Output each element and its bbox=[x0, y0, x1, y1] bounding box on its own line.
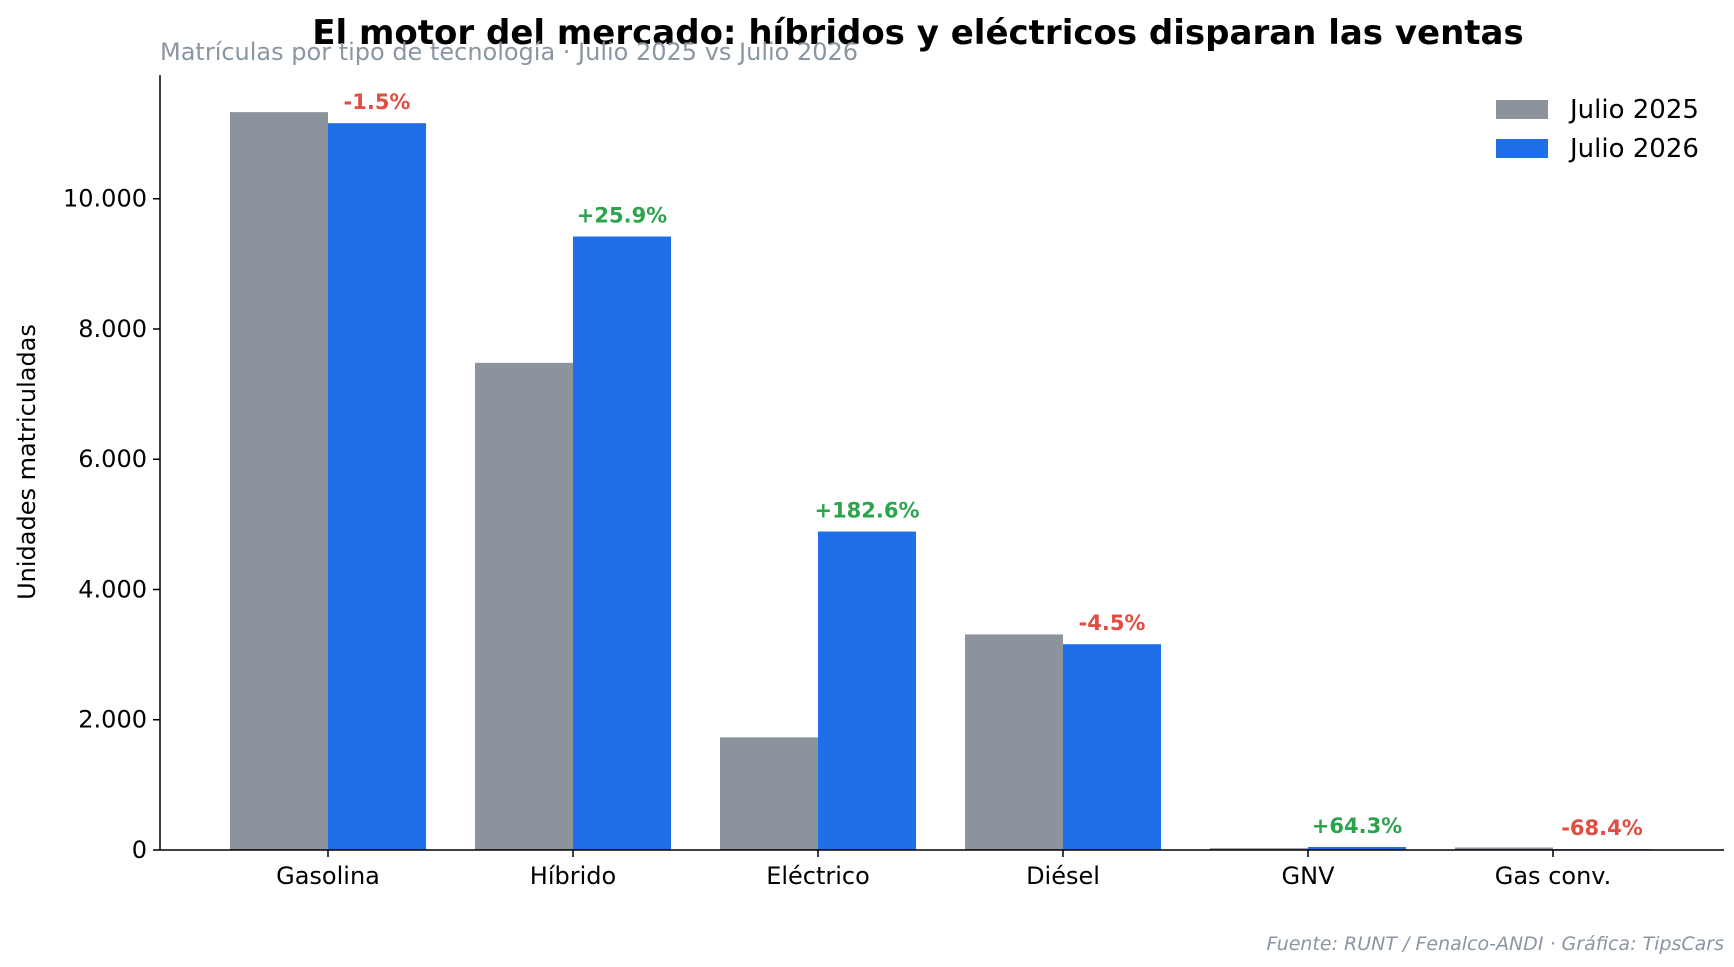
bar-julio-2025 bbox=[230, 112, 328, 851]
chart-title: El motor del mercado: híbridos y eléctri… bbox=[312, 13, 1523, 53]
x-axis: Gasolina Híbrido Eléctrico Diésel GNV Gas con… bbox=[160, 849, 1724, 890]
source-note: Fuente: RUNT / Fenalco-ANDI · Gráfica: T… bbox=[1267, 933, 1725, 955]
change-label: +64.3% bbox=[1312, 814, 1402, 838]
y-axis-label: Unidades matriculadas bbox=[13, 324, 41, 600]
legend: Julio 2025 Julio 2026 bbox=[1496, 95, 1699, 164]
bar-julio-2025 bbox=[1455, 847, 1553, 850]
bar-julio-2025 bbox=[475, 362, 573, 850]
y-tick-label: 0 bbox=[132, 836, 147, 864]
bar-julio-2026 bbox=[1308, 847, 1406, 850]
legend-swatch bbox=[1496, 139, 1548, 158]
x-tick-label: Eléctrico bbox=[766, 862, 870, 890]
bar-julio-2025 bbox=[720, 737, 818, 850]
x-tick-label: Diésel bbox=[1026, 862, 1100, 890]
change-labels-group: -1.5% +25.9% +182.6% -4.5% +64.3% -68.4% bbox=[344, 90, 1643, 840]
y-axis: 0 2.000 4.000 6.000 8.000 10.000 bbox=[63, 75, 161, 864]
y-tick-label: 6.000 bbox=[78, 445, 147, 473]
change-label: -1.5% bbox=[344, 90, 411, 114]
change-label: -68.4% bbox=[1561, 816, 1643, 840]
x-tick-label: Gas conv. bbox=[1495, 862, 1612, 890]
legend-label: Julio 2026 bbox=[1568, 134, 1699, 164]
legend-label: Julio 2025 bbox=[1568, 95, 1699, 125]
change-label: +182.6% bbox=[814, 499, 919, 523]
bar-julio-2026 bbox=[818, 531, 916, 850]
y-tick-label: 4.000 bbox=[78, 575, 147, 603]
x-tick-label: GNV bbox=[1282, 862, 1336, 890]
x-tick-label: Gasolina bbox=[276, 862, 380, 890]
bar-julio-2026 bbox=[573, 236, 671, 851]
y-tick-label: 2.000 bbox=[78, 706, 147, 734]
x-tick-label: Híbrido bbox=[530, 862, 616, 890]
bar-julio-2026 bbox=[1063, 644, 1161, 850]
bar-julio-2026 bbox=[328, 123, 426, 850]
change-label: -4.5% bbox=[1079, 611, 1146, 635]
bar-julio-2025 bbox=[965, 634, 1063, 850]
bar-julio-2025 bbox=[1210, 848, 1308, 850]
bars-group bbox=[230, 112, 1651, 851]
y-tick-label: 8.000 bbox=[78, 315, 147, 343]
y-tick-label: 10.000 bbox=[63, 185, 147, 213]
legend-swatch bbox=[1496, 100, 1548, 119]
change-label: +25.9% bbox=[577, 204, 667, 228]
chart-subtitle: Matrículas por tipo de tecnología · Juli… bbox=[160, 38, 858, 66]
